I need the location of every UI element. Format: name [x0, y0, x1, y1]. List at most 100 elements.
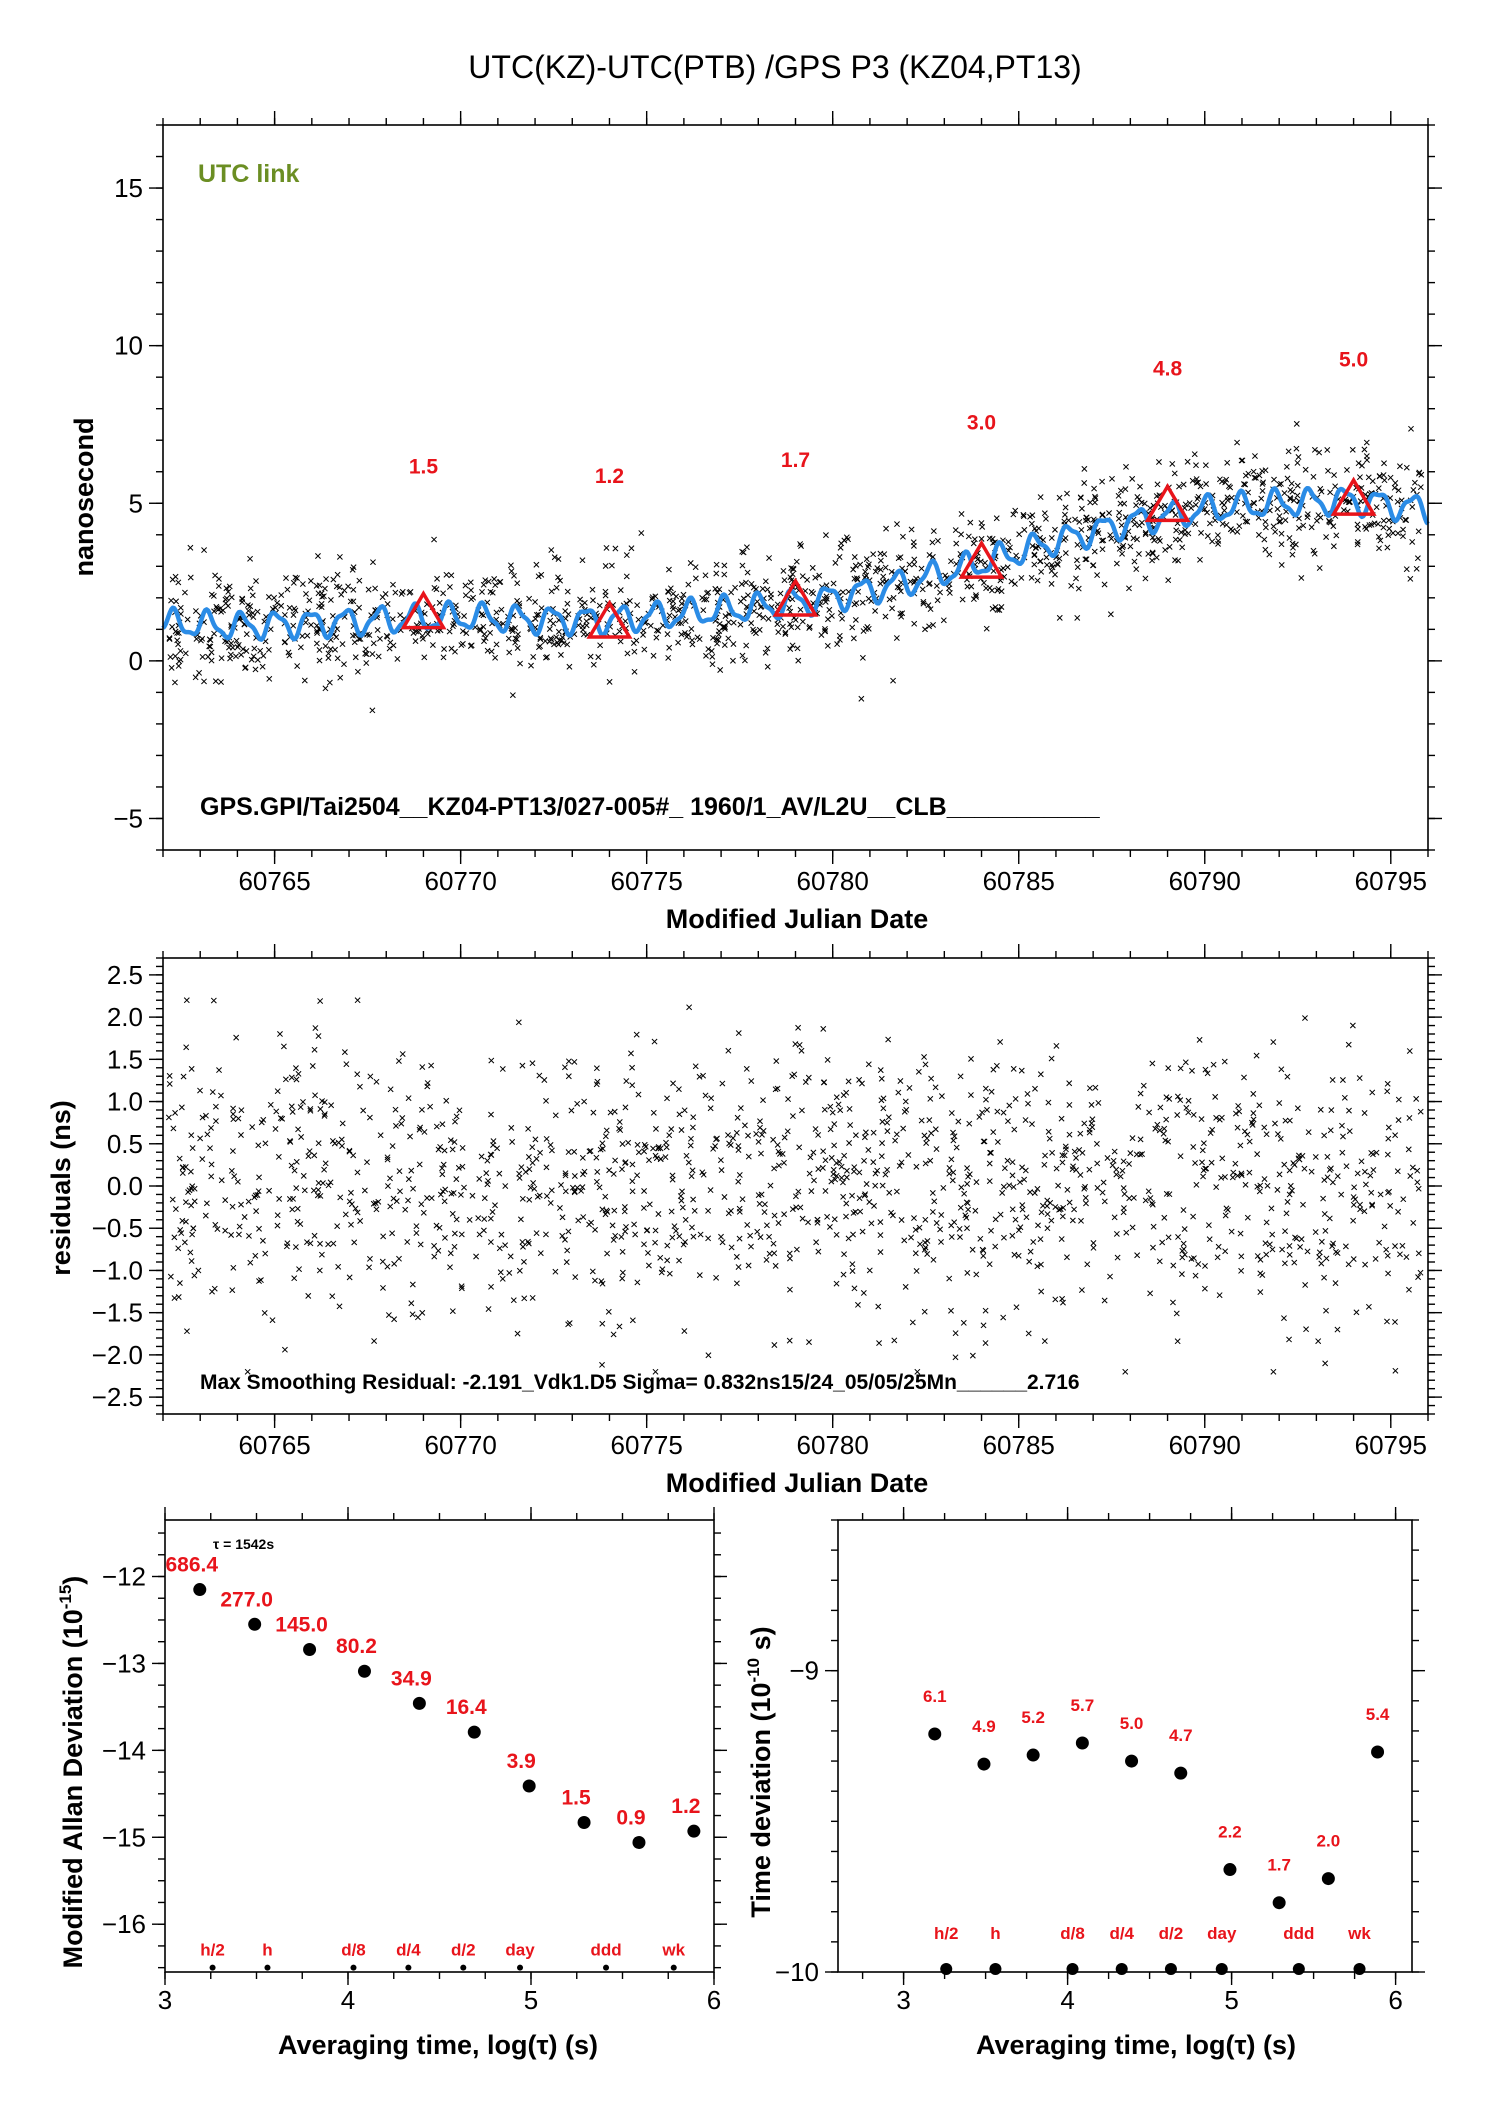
residual-point	[480, 1227, 487, 1234]
top-data-point	[703, 652, 709, 659]
top-data-point	[703, 596, 710, 603]
top-data-point	[743, 579, 749, 586]
top-data-point	[303, 590, 309, 597]
allan-point	[303, 1643, 317, 1657]
residual-point	[885, 1114, 892, 1121]
residual-point	[753, 1130, 760, 1137]
top-data-point	[307, 577, 314, 584]
top-data-point	[459, 628, 466, 635]
residual-point	[1004, 1118, 1011, 1125]
residual-point	[1222, 1212, 1229, 1219]
residual-point	[325, 1241, 332, 1248]
residual-point	[1173, 1310, 1180, 1317]
residual-point	[433, 1123, 440, 1130]
residual-point	[1196, 1036, 1203, 1043]
top-data-point	[1287, 496, 1294, 503]
allan-point	[687, 1824, 701, 1838]
residual-point	[1061, 1152, 1068, 1159]
allan-point	[412, 1696, 426, 1710]
top-data-point	[653, 627, 660, 634]
top-data-point	[840, 589, 846, 596]
residual-point	[1246, 1169, 1253, 1176]
top-data-point	[973, 593, 980, 600]
residual-point	[1149, 1200, 1155, 1207]
top-data-point	[550, 620, 557, 627]
residual-point	[502, 1183, 509, 1189]
top-data-point	[993, 515, 1000, 522]
top-data-point	[666, 612, 673, 619]
top-data-point	[441, 646, 448, 652]
top-data-point	[678, 600, 685, 607]
top-data-point	[626, 597, 633, 604]
residual-point	[622, 1104, 629, 1111]
residual-point	[1376, 1239, 1383, 1246]
top-data-point	[181, 589, 188, 596]
top-data-point	[210, 592, 217, 599]
residual-point	[384, 1263, 391, 1270]
top-data-point	[334, 626, 341, 633]
residual-point	[1056, 1206, 1063, 1213]
top-data-point	[564, 641, 571, 648]
top-data-point	[306, 597, 313, 604]
residual-point	[1254, 1151, 1261, 1158]
tau-marker-label: h/2	[934, 1924, 959, 1943]
top-data-point	[249, 592, 256, 599]
residual-point	[1130, 1194, 1137, 1201]
top-data-point	[721, 562, 728, 569]
top-data-point	[410, 630, 417, 636]
residual-point	[416, 1126, 423, 1133]
top-data-point	[449, 623, 456, 630]
top-data-point	[853, 575, 860, 582]
residual-point	[1126, 1195, 1133, 1202]
top-data-point	[1277, 518, 1284, 525]
residual-point	[413, 1223, 420, 1230]
top-data-point	[249, 610, 256, 616]
residual-point	[655, 1211, 662, 1217]
top-data-point	[313, 640, 320, 647]
top-data-point	[617, 638, 624, 645]
top-data-point	[509, 628, 516, 635]
top-data-point	[799, 618, 806, 625]
tdev-point-label: 5.2	[1021, 1708, 1045, 1727]
x-tick-label: 6	[707, 1985, 721, 2015]
residual-point	[571, 1189, 578, 1196]
residual-point	[633, 1031, 640, 1038]
residual-point	[1160, 1130, 1167, 1137]
residual-point	[629, 1188, 636, 1195]
top-data-point	[294, 663, 301, 669]
residual-point	[1009, 1159, 1016, 1166]
top-data-point	[223, 585, 230, 592]
top-data-point	[1062, 504, 1069, 511]
residual-point	[586, 1148, 593, 1155]
residual-point	[1099, 1189, 1106, 1196]
residual-point	[1018, 1067, 1025, 1074]
residual-point	[1100, 1179, 1107, 1186]
residual-point	[312, 1092, 319, 1099]
residual-point	[1369, 1151, 1376, 1158]
residual-point	[319, 1180, 326, 1187]
top-data-point	[927, 606, 934, 613]
top-data-point	[590, 597, 596, 604]
residual-point	[453, 1176, 460, 1183]
top-data-point	[737, 598, 744, 605]
residual-point	[821, 1079, 828, 1086]
top-data-point	[779, 623, 786, 630]
residual-point	[1385, 1135, 1392, 1142]
residual-point	[516, 1267, 523, 1274]
top-data-point	[169, 576, 176, 583]
top-data-point	[897, 588, 904, 595]
residual-point	[733, 1129, 740, 1136]
residual-point	[946, 1170, 953, 1177]
residual-point	[1249, 1121, 1256, 1128]
top-data-point	[1380, 524, 1387, 531]
residual-point	[1232, 1160, 1239, 1167]
y-tick-label: −2.0	[92, 1340, 143, 1370]
top-data-point	[1021, 526, 1028, 533]
residual-point	[1327, 1165, 1334, 1172]
allan-point-label: 145.0	[275, 1614, 328, 1637]
residual-point	[619, 1166, 625, 1173]
top-data-point	[797, 541, 804, 547]
residual-point	[514, 1330, 521, 1337]
residual-point	[1006, 1102, 1013, 1109]
top-data-point	[911, 556, 918, 563]
